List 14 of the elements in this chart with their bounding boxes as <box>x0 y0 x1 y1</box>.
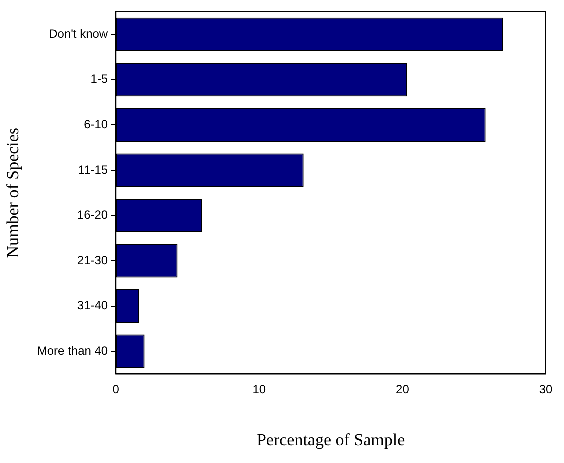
y-tick-label: More than 40 <box>37 344 108 358</box>
y-tick-label: 11-15 <box>78 162 108 177</box>
y-axis-title: Number of Species <box>4 128 23 258</box>
y-tick-label: 6-10 <box>84 118 108 132</box>
y-tick-label: 16-20 <box>77 208 108 222</box>
y-tick-label: 21-30 <box>77 253 108 268</box>
y-tick-label: 31-40 <box>77 298 108 313</box>
y-tick-label: Don't know <box>49 26 108 41</box>
x-tick-label: 20 <box>396 382 410 397</box>
x-tick-label: 0 <box>112 382 120 397</box>
x-axis-title: Percentage of Sample <box>256 430 406 450</box>
x-tick-label: 10 <box>252 382 266 397</box>
x-tick-label: 30 <box>539 382 553 397</box>
y-tick-label: 1-5 <box>90 72 108 86</box>
